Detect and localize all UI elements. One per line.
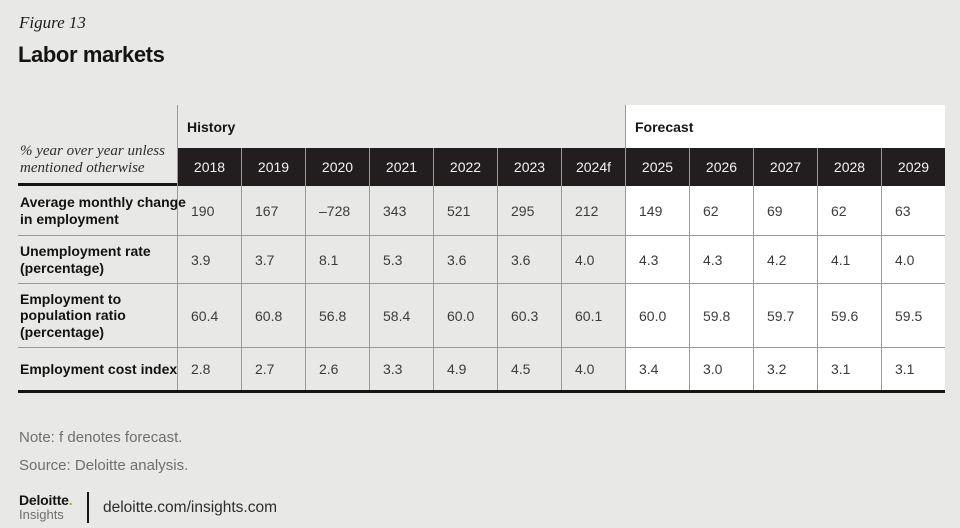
data-cell: 2.6 xyxy=(305,347,369,390)
footer-divider xyxy=(87,492,89,523)
deloitte-green-dot: . xyxy=(68,492,73,508)
year-header-2027: 2027 xyxy=(753,148,817,186)
text-line: in employment xyxy=(20,210,119,227)
data-cell: 60.4 xyxy=(177,283,241,347)
row-label: Average monthly change in employment xyxy=(18,186,186,235)
section-header-forecast: Forecast xyxy=(625,105,945,148)
text-line: Employment cost index xyxy=(20,360,178,377)
footer: Deloitte. Insights deloitte.com/insights… xyxy=(19,492,277,523)
data-cell: 3.4 xyxy=(625,347,689,390)
section-header-history: History xyxy=(177,105,625,148)
data-cell: 2.7 xyxy=(241,347,305,390)
data-cell: 56.8 xyxy=(305,283,369,347)
year-header-2019: 2019 xyxy=(241,148,305,186)
text-line: Average monthly change xyxy=(20,193,186,210)
labor-markets-table: % year over year unless mentioned otherwi… xyxy=(18,105,945,393)
data-cell: 60.3 xyxy=(497,283,561,347)
data-cell: 59.8 xyxy=(689,283,753,347)
data-cell: 4.2 xyxy=(753,235,817,283)
data-cell: 62 xyxy=(817,186,881,235)
year-header-2024f: 2024f xyxy=(561,148,625,186)
data-cell: 5.3 xyxy=(369,235,433,283)
year-header-2021: 2021 xyxy=(369,148,433,186)
data-cell: 4.3 xyxy=(689,235,753,283)
data-cell: 4.1 xyxy=(817,235,881,283)
data-cell: 3.6 xyxy=(497,235,561,283)
data-cell: 4.5 xyxy=(497,347,561,390)
data-cell: –728 xyxy=(305,186,369,235)
footer-url: deloitte.com/insights.com xyxy=(103,498,278,516)
data-cell: 60.0 xyxy=(625,283,689,347)
deloitte-wordmark: Deloitte. xyxy=(19,492,73,508)
data-cell: 3.0 xyxy=(689,347,753,390)
data-cell: 3.1 xyxy=(881,347,945,390)
data-cell: 60.0 xyxy=(433,283,497,347)
year-header-2018: 2018 xyxy=(177,148,241,186)
year-header-2028: 2028 xyxy=(817,148,881,186)
data-cell: 3.3 xyxy=(369,347,433,390)
data-cell: 2.8 xyxy=(177,347,241,390)
text-line: (percentage) xyxy=(20,323,105,340)
year-header-2023: 2023 xyxy=(497,148,561,186)
data-cell: 59.5 xyxy=(881,283,945,347)
data-cell: 149 xyxy=(625,186,689,235)
data-cell: 3.7 xyxy=(241,235,305,283)
year-header-2026: 2026 xyxy=(689,148,753,186)
data-cell: 3.2 xyxy=(753,347,817,390)
row-label: Employment to population ratio (percentage… xyxy=(18,283,177,347)
unit-note: % year over year unless mentioned otherwi… xyxy=(18,105,177,186)
year-header-2029: 2029 xyxy=(881,148,945,186)
data-cell: 8.1 xyxy=(305,235,369,283)
insights-wordmark: Insights xyxy=(19,506,64,522)
figure-title: Labor markets xyxy=(18,42,165,67)
data-cell: 58.4 xyxy=(369,283,433,347)
data-cell: 3.9 xyxy=(177,235,241,283)
data-cell: 62 xyxy=(689,186,753,235)
text-line: Unemployment rate xyxy=(20,242,151,259)
year-header-2020: 2020 xyxy=(305,148,369,186)
row-label: Employment cost index xyxy=(18,347,177,390)
data-cell: 190 xyxy=(177,186,241,235)
data-cell: 3.1 xyxy=(817,347,881,390)
figure-label: Figure 13 xyxy=(19,13,86,32)
note-text: Note: f denotes forecast. xyxy=(19,429,183,446)
data-cell: 60.8 xyxy=(241,283,305,347)
text-line: Employment to xyxy=(20,290,122,307)
data-cell: 4.3 xyxy=(625,235,689,283)
data-cell: 60.1 xyxy=(561,283,625,347)
data-cell: 167 xyxy=(241,186,305,235)
text-line: (percentage) xyxy=(20,259,105,276)
data-cell: 343 xyxy=(369,186,433,235)
data-cell: 59.7 xyxy=(753,283,817,347)
year-header-2025: 2025 xyxy=(625,148,689,186)
year-header-2022: 2022 xyxy=(433,148,497,186)
data-cell: 4.0 xyxy=(561,235,625,283)
data-cell: 295 xyxy=(497,186,561,235)
data-cell: 521 xyxy=(433,186,497,235)
text-line: population ratio xyxy=(20,307,126,324)
source-text: Source: Deloitte analysis. xyxy=(19,457,189,474)
data-cell: 212 xyxy=(561,186,625,235)
data-cell: 3.6 xyxy=(433,235,497,283)
data-cell: 59.6 xyxy=(817,283,881,347)
text-line: mentioned otherwise xyxy=(20,159,145,176)
row-label: Unemployment rate (percentage) xyxy=(18,235,177,283)
data-cell: 69 xyxy=(753,186,817,235)
data-cell: 63 xyxy=(881,186,945,235)
data-cell: 4.9 xyxy=(433,347,497,390)
text-line: % year over year unless xyxy=(20,142,165,159)
data-cell: 4.0 xyxy=(561,347,625,390)
deloitte-insights-logo: Deloitte. Insights xyxy=(19,493,85,522)
data-cell: 4.0 xyxy=(881,235,945,283)
